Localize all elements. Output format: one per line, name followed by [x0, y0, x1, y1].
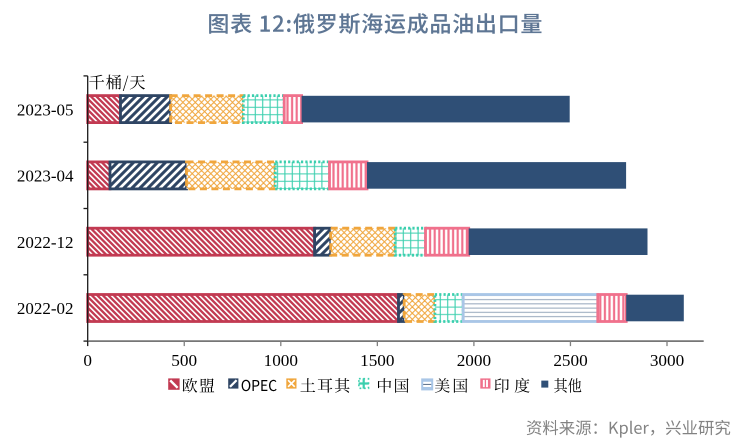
- svg-text:2023-04: 2023-04: [17, 167, 74, 186]
- svg-text:3000: 3000: [650, 351, 684, 370]
- svg-text:2023-05: 2023-05: [17, 100, 74, 119]
- svg-text:500: 500: [171, 351, 197, 370]
- svg-text:2022-12: 2022-12: [17, 233, 74, 252]
- svg-text:0: 0: [83, 351, 92, 370]
- svg-text:1000: 1000: [264, 351, 298, 370]
- svg-text:2500: 2500: [553, 351, 587, 370]
- svg-text:2000: 2000: [457, 351, 491, 370]
- svg-text:2022-02: 2022-02: [17, 299, 74, 318]
- svg-text:1500: 1500: [360, 351, 394, 370]
